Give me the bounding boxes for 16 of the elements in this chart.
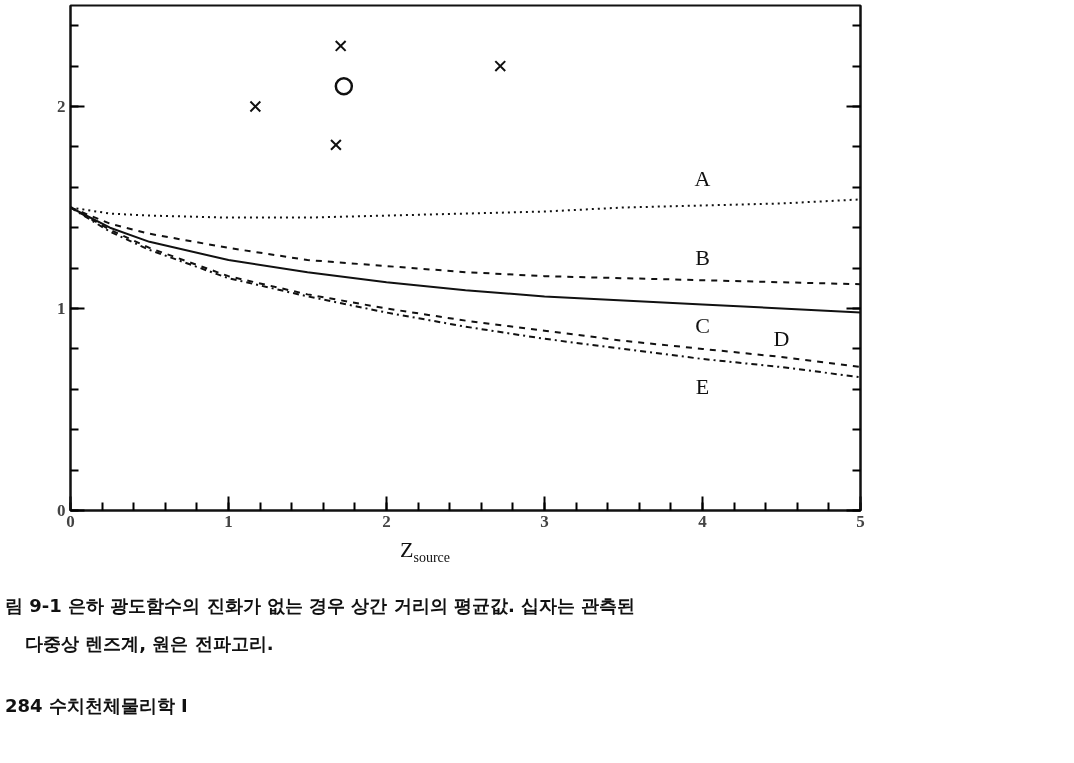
- series-label: B: [695, 245, 710, 271]
- series-label: D: [773, 325, 790, 351]
- x-tick-label: 1: [224, 511, 233, 531]
- series-label: A: [694, 166, 711, 192]
- text: 림 9-1 은하 광도함수의 진화가 없는 경우 상간 거리의 평균값. 십자는 관측된: [5, 594, 636, 618]
- text: 다중상 렌즈계, 원은 전파고리.: [24, 632, 274, 656]
- x-axis-title: Z$_{source}$: [399, 536, 451, 568]
- x-tick-label: 2: [382, 511, 391, 531]
- text: 284 수치천체물리학 I: [5, 694, 188, 718]
- series-label: E: [695, 374, 710, 399]
- y-tick-label: 1: [57, 299, 66, 318]
- x-tick-label: 4: [698, 511, 708, 531]
- x-tick-label: 5: [856, 511, 865, 531]
- y-tick-label: 2: [57, 97, 66, 116]
- x-tick-label: 3: [540, 511, 549, 531]
- series-label: C: [695, 313, 710, 339]
